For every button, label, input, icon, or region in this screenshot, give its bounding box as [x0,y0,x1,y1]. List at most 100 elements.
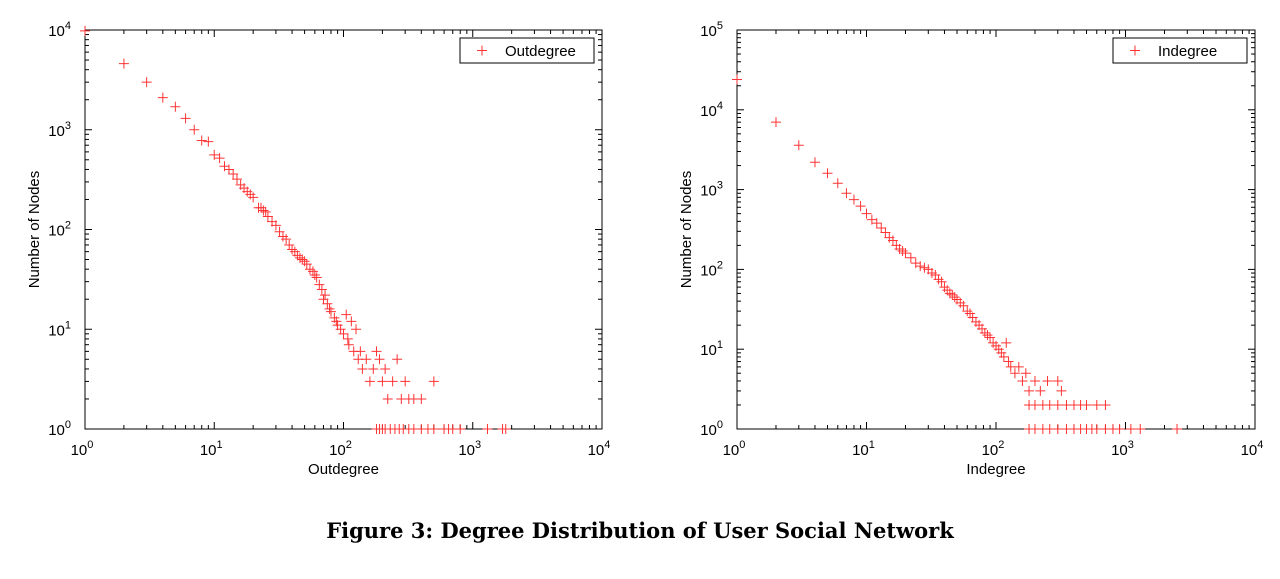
chart-2-x-tick-label: 104 [1241,439,1264,459]
chart-2-data-point [832,178,843,189]
chart-2-x-tick-label: 101 [852,439,875,459]
chart-2-data-point [1017,375,1028,386]
chart-2-data-point [1042,375,1053,386]
chart-1-y-tick-label: 103 [48,120,71,140]
chart-1-data-point [228,169,239,180]
chart-2-data-point [915,261,926,272]
chart-1-data-point [141,77,152,88]
chart-1-data-point [281,234,292,245]
chart-2-y-tick-label: 105 [700,20,723,40]
chart-1-x-tick-label: 100 [71,439,94,459]
chart-2-data-point [1056,385,1067,396]
chart-2-data-point [1091,424,1102,434]
chart-1-x-tick-label: 104 [588,439,611,459]
chart-1-data-point [316,284,327,295]
chart-2-data-point [861,208,872,219]
chart-1-x-tick-label: 102 [329,439,352,459]
chart-2-y-axis-label: Number of Nodes [678,171,695,289]
chart-1-data-point [287,244,298,255]
chart-2-data-point [1125,424,1136,434]
chart-1-data-point [387,376,398,387]
chart-2-data-point [947,289,958,300]
chart-1-data-point [292,250,303,261]
chart-2-data-point [958,300,969,311]
chart-1-data-point [320,290,331,301]
chart-1-data-point [118,58,129,69]
chart-1-y-tick-label: 100 [48,419,71,439]
chart-2-data-point [998,351,1009,362]
chart-2-data-point [732,74,742,85]
chart-1-data-point [380,363,391,374]
chart-2-data-point [1052,399,1063,410]
chart-2-data-point [1020,368,1031,379]
chart-2-data-point [900,248,911,259]
chart-2-data-point [965,308,976,319]
chart-1-data-point [400,376,411,387]
chart-2-data-point [996,347,1007,358]
chart-1-y-tick-label: 102 [48,220,71,240]
chart-2-data-point [809,157,820,168]
chart-1-data-point [322,298,333,309]
chart-1-y-axis-label: Number of Nodes [26,171,43,289]
chart-1-data-point [301,259,312,270]
chart-1-x-tick-label: 103 [458,439,481,459]
chart-2-data-point [919,262,930,273]
chart-1-data-point [377,376,388,387]
chart-1-data-point [325,306,336,317]
chart-2-data-point [841,188,852,199]
chart-1-data-point [258,205,269,216]
chart-2-data-point [1135,424,1146,434]
chart-1-data-point [248,192,259,203]
chart-1-x-axis-label: Outdegree [308,461,379,478]
chart-2-legend-marker [1130,45,1140,56]
chart-1-data-point [371,346,382,357]
chart-2-legend-label: Indegree [1158,43,1217,60]
chart-1-data-point [341,309,352,320]
chart-2-data-point [1029,375,1040,386]
chart-2-data-point [1172,424,1183,434]
figure-charts: 100 101 102 103 104 100 101 102 103 104 Outdegree N… [26,20,1264,478]
chart-1-data-point [189,124,200,135]
chart-1-data-point [364,376,375,387]
chart-2-x-axis-label: Indegree [966,461,1025,478]
chart-1-legend-label: Outdegree [505,43,576,60]
chart-1-data-point [428,424,439,434]
chart-2-data-point [1003,356,1014,367]
chart-1-data-point [311,272,322,283]
chart-2-data-point [905,252,916,263]
chart-2-data-point [1100,399,1111,410]
chart-1-data-point [80,25,90,36]
chart-1-data-point [361,354,372,365]
chart-1-data-point [342,333,353,344]
chart-2-data-point [880,227,891,238]
chart-2-plot-frame [736,29,1256,430]
chart-2-data-point [1052,424,1063,434]
chart-1-data-point [416,393,427,404]
chart-1-data-point [297,254,308,265]
chart-2-data-point [962,306,973,317]
chart-2-data-point [848,194,859,205]
chart-2-data-point [949,292,960,303]
chart-2-x-tick-label: 103 [1111,439,1134,459]
chart-2-data-point [1091,399,1102,410]
chart-2-data-point [1013,361,1024,372]
chart-1-data-point [309,269,320,280]
chart-2-y-tick-label: 101 [700,339,723,359]
chart-1-x-tick-label: 101 [200,439,223,459]
chart-2-data-point [982,330,993,341]
chart-1-data-point [256,202,267,213]
chart-1-data-point [196,135,207,146]
chart-2-x-tick-label: 102 [982,439,1005,459]
chart-1-y-tick-label: 104 [48,20,71,40]
chart-2-data-point [1081,399,1092,410]
chart-1-data-point [318,294,329,305]
chart-2-data-point [855,201,866,212]
chart-1-data-point [355,346,366,357]
chart-2-data-point [822,168,833,179]
chart-1-data-point [500,424,511,434]
chart-1-data-point [455,424,466,434]
chart-1-plot-frame [84,29,603,430]
chart-1-data-point [262,211,273,222]
chart-2-y-tick-label: 100 [700,419,723,439]
chart-1-data-point [324,303,335,314]
